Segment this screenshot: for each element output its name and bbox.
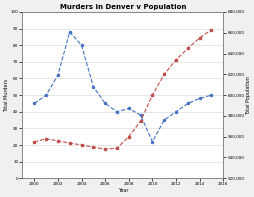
Title: Murders in Denver v Population: Murders in Denver v Population: [59, 4, 185, 10]
X-axis label: Year: Year: [117, 188, 128, 193]
Y-axis label: Total Population: Total Population: [245, 76, 250, 114]
Y-axis label: Total Murders: Total Murders: [4, 79, 9, 112]
